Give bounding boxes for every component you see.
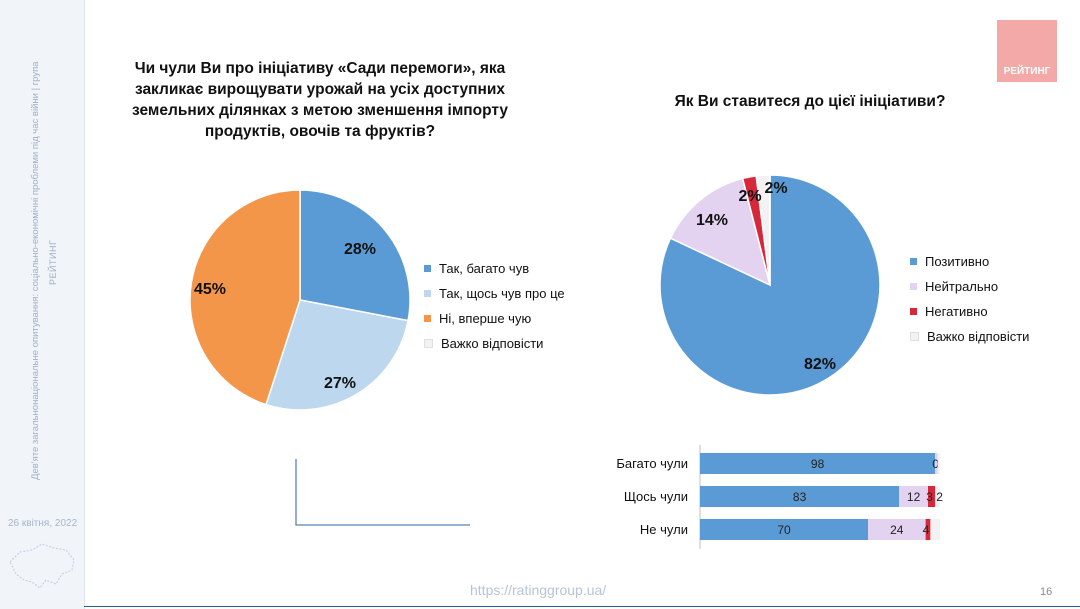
legend-item: Важко відповісти — [910, 324, 1029, 349]
bar-value-label: 0 — [932, 457, 939, 471]
legend-label: Позитивно — [925, 254, 990, 269]
website-link[interactable]: https://ratinggroup.ua/ — [470, 582, 607, 598]
pie-slice — [755, 174, 771, 286]
page-number: 16 — [1040, 586, 1053, 598]
bar-category-label: Не чули — [640, 522, 688, 537]
bar-segment — [937, 453, 940, 474]
awareness-legend: Так, багато чув Так, щось чув про це Ні,… — [424, 256, 565, 356]
bar-segment — [700, 453, 936, 474]
bar-segment — [935, 453, 938, 474]
pie-slice — [299, 189, 411, 322]
left-title-line: продуктів, овочів та фруктів? — [204, 123, 436, 140]
bar-value-label: 4 — [923, 523, 930, 537]
pie-slice — [265, 299, 409, 411]
bar-segment — [928, 486, 936, 507]
pie-value-label: 27% — [324, 375, 356, 392]
bar-segment — [935, 486, 940, 507]
left-title-line: земельних ділянках з метою зменшення імп… — [131, 102, 509, 119]
bar-segment — [925, 519, 931, 540]
connector-arrow — [295, 459, 470, 526]
bar-value-label: 12 — [907, 490, 921, 504]
legend-item: Важко відповісти — [424, 331, 565, 356]
bar-segment — [868, 519, 926, 540]
pie-value-label: 45% — [194, 281, 226, 298]
legend-label: Негативно — [925, 304, 988, 319]
sidebar-rating-label: РЕЙТИНГ — [48, 239, 58, 285]
pie-slice — [189, 189, 301, 406]
legend-label: Важко відповісти — [441, 336, 544, 351]
pie-value-label: 14% — [696, 212, 728, 229]
attitude-by-awareness-bar-chart: Багато чули 98 0 Щось чули 83 12 3 2 Не чули 70 24… — [616, 445, 943, 549]
legend-item: Негативно — [910, 299, 1029, 324]
report-date: 26 квітня, 2022 — [8, 518, 78, 529]
pie-value-label: 2% — [738, 188, 761, 205]
bar-value-label: 2 — [936, 490, 943, 504]
bar-value-label: 24 — [890, 523, 904, 537]
legend-item: Так, щось чув про це — [424, 281, 565, 306]
bar-segment — [899, 486, 928, 507]
pie-value-label: 82% — [804, 356, 836, 373]
pie-value-label: 28% — [344, 241, 376, 258]
sidebar: Дев'яте загальнонаціональне опитування: … — [0, 0, 85, 609]
legend-swatch — [910, 308, 917, 315]
bar-segment — [700, 486, 900, 507]
rating-logo: РЕЙТИНГ — [997, 20, 1057, 82]
legend-item: Ні, вперше чую — [424, 306, 565, 331]
legend-item: Позитивно — [910, 249, 1029, 274]
legend-label: Так, багато чув — [439, 261, 530, 276]
bar-category-label: Щось чули — [624, 489, 688, 504]
legend-label: Ні, вперше чую — [439, 311, 532, 326]
legend-swatch — [910, 332, 919, 341]
pie-slice — [669, 177, 772, 287]
legend-label: Важко відповісти — [927, 329, 1030, 344]
left-title-line: закликає вирощувати урожай на усіх досту… — [134, 81, 506, 98]
legend-label: Нейтрально — [925, 279, 999, 294]
legend-swatch — [424, 315, 431, 322]
left-chart-title: Чи чули Ви про ініціативу «Сади перемоги… — [120, 58, 520, 142]
legend-swatch — [424, 265, 431, 272]
bar-category-label: Багато чули — [616, 456, 688, 471]
bottom-divider — [84, 606, 1080, 607]
bar-segment — [930, 519, 940, 540]
bar-value-label: 98 — [811, 457, 825, 471]
bar-segment — [700, 519, 868, 540]
ukraine-map-icon — [9, 543, 75, 589]
legend-swatch — [424, 339, 433, 348]
bar-value-label: 83 — [793, 490, 807, 504]
legend-item: Нейтрально — [910, 274, 1029, 299]
survey-caption: Дев'яте загальнонаціональне опитування: … — [30, 61, 41, 480]
bar-value-label: 70 — [777, 523, 791, 537]
attitude-pie-chart: 82% 14% 2% 2% — [659, 174, 881, 396]
attitude-legend: Позитивно Нейтрально Негативно Важко від… — [910, 249, 1029, 349]
left-title-line: Чи чули Ви про ініціативу «Сади перемоги… — [134, 60, 506, 77]
legend-item: Так, багато чув — [424, 256, 565, 281]
bar-value-label: 3 — [926, 490, 933, 504]
pie-value-label: 2% — [764, 180, 787, 197]
legend-swatch — [910, 258, 917, 265]
legend-label: Так, щось чув про це — [439, 286, 565, 301]
legend-swatch — [424, 290, 431, 297]
awareness-pie-chart: 28% 27% 45% — [189, 189, 411, 411]
right-chart-title: Як Ви ставитеся до цієї ініціативи? — [674, 93, 946, 110]
legend-swatch — [910, 283, 917, 290]
